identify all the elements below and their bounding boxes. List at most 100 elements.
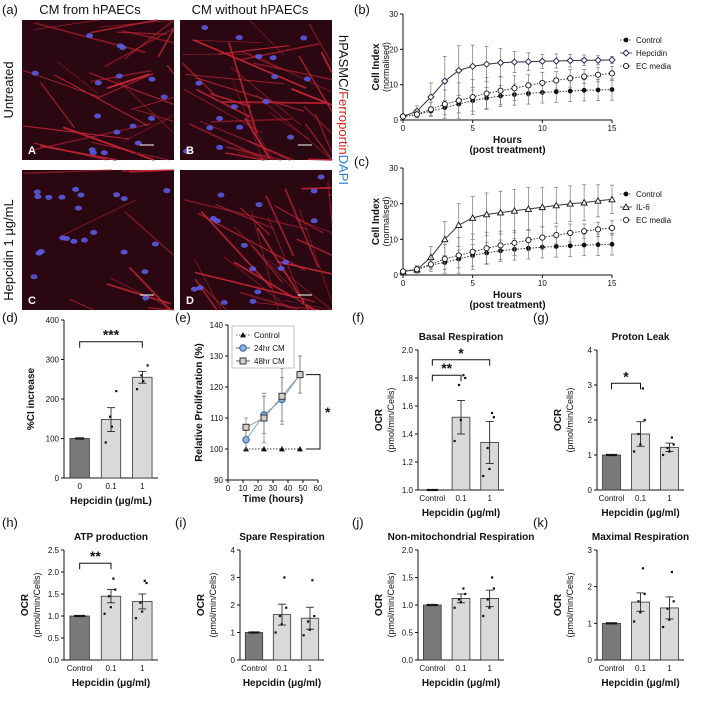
- panel-letter-f: (f): [352, 310, 364, 325]
- nucleus: [148, 76, 156, 82]
- data-point: [242, 423, 250, 431]
- actin-fiber: [192, 39, 263, 43]
- y-axis-label: OCR: [553, 408, 564, 431]
- x-tick-label: Control: [419, 664, 445, 673]
- nucleus: [310, 218, 318, 224]
- y-tick-label: 2: [588, 416, 593, 425]
- data-point: [426, 488, 430, 492]
- y-tick-label: 0.0: [48, 656, 60, 665]
- data-point: [497, 242, 504, 249]
- actin-fiber: [301, 186, 333, 190]
- actin-fiber: [231, 78, 264, 161]
- data-point: [469, 248, 476, 255]
- y-tick-label: 1.6: [402, 402, 414, 411]
- data-point: [608, 70, 616, 77]
- chart-title: Proton Leak: [612, 332, 670, 343]
- data-point: [580, 56, 588, 64]
- data-point: [107, 595, 111, 598]
- scale-bar-label: 20 μm: [135, 297, 158, 306]
- bar-group: [244, 631, 264, 661]
- data-point: [672, 600, 675, 603]
- actin-fiber: [296, 238, 333, 257]
- x-tick-label: 1: [487, 664, 492, 673]
- micrograph-4: D 20 μm: [180, 170, 333, 311]
- actin-fiber: [327, 181, 333, 224]
- data-point: [279, 446, 285, 452]
- x-axis-label: Hepcidin (μg/ml): [601, 508, 679, 519]
- y-tick-label: 120: [210, 383, 224, 392]
- y-tick-label: 3: [231, 574, 236, 583]
- y-tick-label: 2: [588, 583, 593, 592]
- actin-fiber: [91, 141, 169, 161]
- significance-star: *: [458, 345, 464, 361]
- data-point: [641, 387, 644, 390]
- chart-i: 0 1 2 3 4 Control 0.1 1 Spare Respiration Hepcidi…: [196, 532, 325, 689]
- data-point: [79, 437, 82, 440]
- row-label-1: Untreated: [1, 61, 16, 118]
- data-point: [429, 488, 432, 492]
- actin-fiber: [23, 125, 130, 140]
- data-point: [490, 411, 494, 415]
- legend-marker: [622, 62, 630, 70]
- actin-fiber: [320, 51, 333, 74]
- y-axis-label: OCR: [553, 593, 564, 616]
- nucleus: [142, 295, 150, 301]
- data-point: [242, 436, 250, 444]
- bar: [602, 622, 621, 661]
- micrograph-1: A 20 μm: [22, 19, 175, 161]
- actin-fiber: [200, 211, 273, 289]
- data-point: [553, 244, 559, 249]
- data-point: [250, 631, 253, 634]
- data-point: [142, 380, 145, 383]
- nucleus: [58, 194, 66, 200]
- data-point: [77, 437, 80, 440]
- data-point: [511, 239, 518, 246]
- significance-bracket: [611, 382, 641, 390]
- data-point: [280, 623, 283, 626]
- actin-fiber: [188, 122, 268, 161]
- actin-fiber: [124, 210, 175, 257]
- x-tick-label: 1: [140, 664, 145, 673]
- data-point: [637, 600, 640, 603]
- nucleus: [249, 298, 257, 304]
- data-point: [399, 113, 407, 120]
- nucleus: [262, 99, 270, 105]
- x-tick-label: Control: [599, 664, 625, 673]
- bar: [244, 632, 264, 661]
- chart-title: ATP production: [74, 532, 148, 543]
- y-axis-sublabel: (pmol/min/Cells): [32, 572, 42, 637]
- y-tick-label: 1: [588, 619, 593, 628]
- data-point: [482, 474, 485, 478]
- data-point: [76, 614, 79, 618]
- nucleus: [113, 192, 121, 198]
- data-point: [594, 56, 602, 64]
- x-tick-label: Control: [67, 664, 93, 673]
- chart-title: Basal Respiration: [419, 332, 503, 343]
- actin-fiber: [255, 94, 333, 161]
- nucleus: [255, 54, 263, 60]
- nucleus: [81, 237, 89, 243]
- actin-fiber: [123, 19, 175, 60]
- actin-fiber: [106, 73, 150, 90]
- data-point: [140, 374, 143, 377]
- series-2: [242, 355, 304, 444]
- data-point: [581, 73, 588, 80]
- x-tick-label: 0.1: [635, 494, 647, 503]
- data-point: [581, 228, 588, 235]
- y-tick-label: 110: [210, 414, 223, 423]
- data-point: [510, 58, 519, 66]
- nucleus: [230, 104, 238, 110]
- nucleus: [190, 286, 198, 292]
- data-point: [455, 252, 462, 259]
- y-tick-label: 140: [210, 321, 224, 330]
- x-tick-label: 0: [401, 279, 406, 288]
- x-tick-label: Control: [241, 664, 267, 673]
- actin-fiber: [195, 77, 305, 112]
- bar-group: [69, 437, 90, 479]
- data-point: [486, 446, 489, 450]
- y-tick-label: 0: [394, 116, 399, 125]
- data-point: [143, 579, 146, 582]
- data-point: [553, 89, 559, 95]
- col-header-2: CM without hPAECs: [192, 2, 309, 17]
- data-point: [567, 88, 573, 94]
